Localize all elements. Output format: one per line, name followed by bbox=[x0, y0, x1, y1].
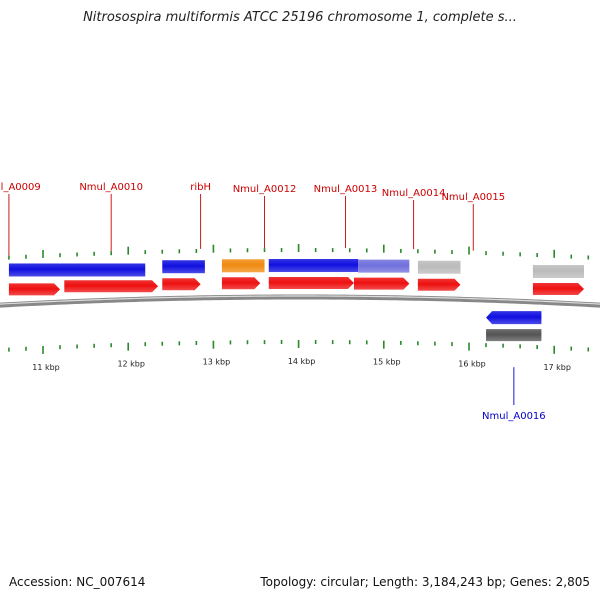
kbp-label: 12 kbp bbox=[117, 360, 145, 369]
kbp-label: 13 kbp bbox=[203, 358, 231, 367]
feature-block bbox=[268, 259, 359, 273]
feature-block bbox=[417, 260, 461, 274]
forward-gene-arrow bbox=[221, 277, 261, 290]
forward-gene-track bbox=[8, 277, 585, 296]
genome-summary-text: Topology: circular; Length: 3,184,243 bp… bbox=[260, 575, 590, 589]
feature-block bbox=[162, 260, 205, 274]
kbp-label: 17 kbp bbox=[543, 363, 571, 372]
forward-gene-arrow bbox=[64, 280, 159, 293]
feature-block bbox=[358, 259, 410, 273]
reverse-gene-arrow bbox=[486, 311, 542, 325]
feature-block bbox=[221, 259, 265, 273]
forward-gene-arrow bbox=[353, 277, 410, 290]
gene-label[interactable]: Nmul_A0009 bbox=[0, 182, 41, 193]
accession-text: Accession: NC_007614 bbox=[9, 575, 146, 589]
page-title: Nitrosospira multiformis ATCC 25196 chro… bbox=[83, 10, 517, 25]
gene-labels: Nmul_A0009 Nmul_A0010 ribH Nmul_A0012 Nmul_A… bbox=[0, 182, 546, 422]
minor-ticks-inner bbox=[8, 340, 590, 354]
kbp-label: 15 kbp bbox=[373, 358, 401, 367]
gene-label[interactable]: Nmul_A0014 bbox=[382, 188, 446, 199]
kbp-scale: 11 kbp 12 kbp 13 kbp 14 kbp 15 kbp 16 kbp 17 k… bbox=[32, 357, 571, 372]
reverse-gene-track bbox=[486, 311, 542, 325]
gene-label[interactable]: Nmul_A0013 bbox=[314, 184, 378, 195]
forward-gene-arrow bbox=[268, 277, 354, 290]
forward-gene-arrow bbox=[8, 283, 61, 296]
kbp-label: 11 kbp bbox=[32, 363, 60, 372]
gene-label[interactable]: Nmul_A0012 bbox=[233, 184, 297, 195]
forward-gene-arrow bbox=[417, 278, 461, 291]
feature-track-outer bbox=[8, 259, 585, 279]
feature-block bbox=[532, 265, 585, 279]
kbp-label: 16 kbp bbox=[458, 360, 486, 369]
gene-label[interactable]: Nmul_A0015 bbox=[441, 192, 505, 203]
chromosome-backbone-highlight bbox=[0, 295, 600, 305]
gene-label[interactable]: Nmul_A0010 bbox=[79, 182, 143, 193]
chromosome-backbone bbox=[0, 294, 600, 308]
feature-track-inner bbox=[486, 329, 542, 342]
minor-ticks-outer bbox=[8, 244, 590, 260]
label-leader-lines bbox=[8, 194, 515, 405]
feature-block bbox=[8, 263, 146, 277]
gene-label[interactable]: Nmul_A0016 bbox=[482, 411, 546, 422]
feature-block bbox=[486, 329, 542, 342]
forward-gene-arrow bbox=[162, 278, 201, 291]
forward-gene-arrow bbox=[532, 283, 585, 296]
kbp-label: 14 kbp bbox=[288, 357, 316, 366]
gene-label[interactable]: ribH bbox=[190, 182, 211, 193]
